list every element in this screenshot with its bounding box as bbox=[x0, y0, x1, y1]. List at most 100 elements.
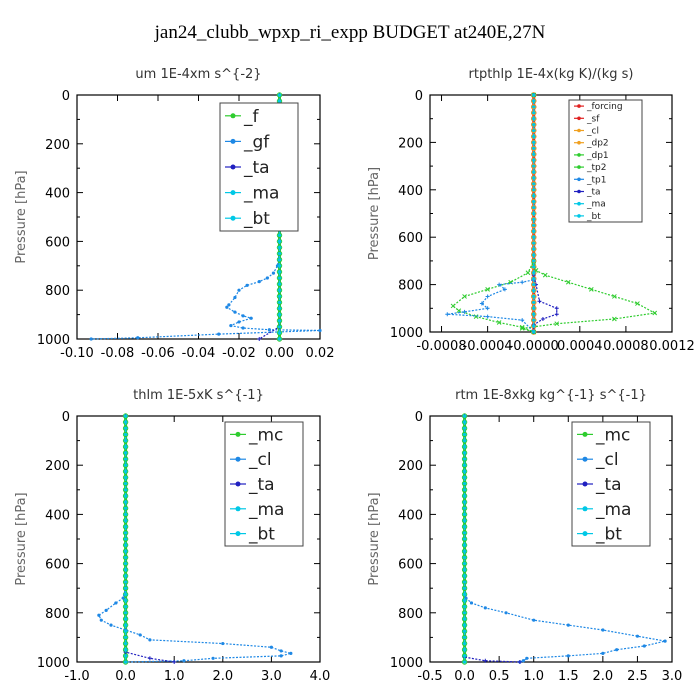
data-point bbox=[124, 482, 128, 486]
legend-label: _ta bbox=[595, 475, 622, 495]
data-point bbox=[277, 313, 282, 317]
data-point bbox=[517, 660, 522, 664]
series-line-tp2 bbox=[452, 95, 535, 333]
data-point bbox=[532, 194, 536, 198]
data-point bbox=[277, 99, 282, 103]
data-point bbox=[532, 229, 536, 233]
data-point bbox=[615, 648, 619, 652]
data-point bbox=[277, 239, 282, 243]
data-point bbox=[124, 555, 128, 560]
y-tick-label: 200 bbox=[45, 138, 70, 153]
data-point bbox=[532, 324, 536, 328]
data-point bbox=[277, 294, 282, 298]
data-point bbox=[532, 265, 536, 269]
data-point bbox=[233, 295, 237, 300]
data-point bbox=[532, 134, 536, 139]
legend-marker bbox=[230, 113, 236, 119]
chart-title: thlm 1E-5xK s^{-1} bbox=[133, 388, 264, 403]
data-point bbox=[462, 568, 467, 572]
data-point bbox=[124, 629, 128, 633]
data-point bbox=[540, 316, 545, 321]
legend-marker bbox=[577, 128, 581, 133]
data-point bbox=[532, 117, 536, 121]
data-point bbox=[612, 316, 617, 322]
x-tick-label: -1.0 bbox=[64, 669, 89, 684]
data-point bbox=[277, 245, 282, 250]
data-point bbox=[122, 456, 129, 462]
data-point bbox=[601, 651, 605, 655]
y-axis-label: Pressure [hPa] bbox=[14, 170, 29, 263]
data-point bbox=[462, 543, 467, 547]
data-point bbox=[241, 326, 245, 330]
data-point bbox=[462, 611, 467, 615]
legend-label: _gf bbox=[243, 132, 270, 152]
data-point bbox=[257, 337, 262, 341]
data-point bbox=[276, 299, 283, 306]
data-point bbox=[461, 480, 468, 487]
legend-marker bbox=[577, 177, 581, 182]
data-point bbox=[277, 252, 282, 256]
chart-title: rtpthlp 1E-4x(kg K)/(kg s) bbox=[469, 67, 634, 82]
data-point bbox=[124, 463, 128, 467]
data-point bbox=[461, 456, 468, 462]
legend-label: _ta bbox=[248, 475, 275, 495]
data-point bbox=[277, 270, 282, 274]
data-point bbox=[554, 306, 559, 311]
data-point bbox=[276, 250, 283, 257]
x-tick-label: -0.10 bbox=[60, 346, 94, 361]
data-point bbox=[520, 318, 525, 323]
x-tick-label: 3.0 bbox=[662, 669, 683, 684]
data-point bbox=[277, 337, 282, 341]
data-point bbox=[122, 610, 129, 616]
data-point bbox=[279, 649, 283, 653]
x-tick-label: 0.0 bbox=[115, 669, 136, 684]
y-axis-label: Pressure [hPa] bbox=[367, 167, 382, 260]
data-point bbox=[462, 623, 467, 627]
x-tick-label: -0.08 bbox=[101, 346, 135, 361]
data-point bbox=[462, 580, 467, 584]
y-tick-label: 200 bbox=[45, 459, 70, 474]
data-point bbox=[265, 276, 269, 280]
legend-label: _f bbox=[243, 107, 260, 127]
data-point bbox=[519, 324, 525, 330]
data-point bbox=[277, 319, 282, 323]
data-point bbox=[531, 222, 537, 229]
legend-label: _bt bbox=[248, 525, 275, 545]
data-point bbox=[124, 586, 128, 590]
data-point bbox=[462, 525, 467, 529]
x-tick-label: 2.0 bbox=[212, 669, 233, 684]
data-point bbox=[532, 152, 536, 156]
legend-label: _ta bbox=[243, 158, 270, 178]
data-point bbox=[124, 598, 128, 603]
legend-marker bbox=[235, 531, 241, 537]
data-point bbox=[124, 420, 128, 424]
x-tick-label: 0.5 bbox=[489, 669, 510, 684]
data-point bbox=[462, 457, 467, 461]
data-point bbox=[124, 439, 128, 443]
data-point bbox=[462, 654, 467, 658]
data-point bbox=[122, 505, 129, 511]
legend-marker bbox=[582, 531, 588, 537]
data-point bbox=[109, 623, 113, 627]
series-line-tp1 bbox=[447, 95, 535, 333]
data-point bbox=[532, 312, 536, 316]
data-point bbox=[462, 574, 467, 578]
data-point bbox=[532, 140, 536, 144]
chart-panel-1: um 1E-4xm s^{-2} Pressure [hPa] 0 200 400 600… bbox=[14, 67, 334, 361]
data-point bbox=[318, 328, 322, 333]
legend-label: _tp2 bbox=[586, 163, 606, 173]
data-point bbox=[531, 163, 537, 169]
data-point bbox=[233, 310, 237, 314]
data-point bbox=[277, 264, 282, 268]
y-tick-label: 400 bbox=[45, 508, 70, 523]
chart-panel-2: rtpthlp 1E-4x(kg K)/(kg s) Pressure [hPa]… bbox=[367, 67, 695, 354]
data-point bbox=[122, 480, 129, 487]
legend-label: _sf bbox=[586, 114, 600, 124]
data-point bbox=[566, 654, 570, 658]
legend-label: _ma bbox=[243, 184, 279, 204]
data-point bbox=[462, 506, 467, 510]
data-point bbox=[277, 300, 282, 304]
data-point bbox=[124, 562, 128, 566]
data-point bbox=[124, 654, 128, 658]
data-point bbox=[461, 413, 468, 419]
